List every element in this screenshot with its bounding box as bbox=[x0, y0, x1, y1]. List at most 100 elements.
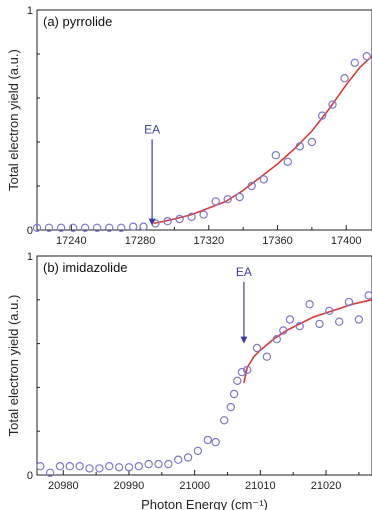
panel-b-x-tick-label-1: 20990 bbox=[114, 480, 145, 492]
panel-a-data-point-4 bbox=[80, 223, 90, 232]
panel-a-title: (a) pyrrolide bbox=[43, 14, 112, 29]
panel-b-data-point-14 bbox=[173, 455, 183, 464]
panel-b-y-tick-label-1: 1 bbox=[27, 251, 33, 263]
panel-b-ea-annotation: EA bbox=[236, 265, 252, 344]
panel-b-data-point-31 bbox=[305, 300, 314, 309]
panel-a-data-point-9 bbox=[139, 222, 148, 231]
panel-b-data-point-3 bbox=[65, 462, 75, 471]
panel-b-ticks: 20980 20990 21000 21010 21020 0 1 bbox=[27, 251, 360, 492]
panel-b-data-point-23 bbox=[237, 367, 247, 377]
panel-a-data-point-12 bbox=[175, 214, 184, 224]
panel-b-data-point-26 bbox=[262, 352, 272, 361]
panel-b-x-tick-label-2: 21000 bbox=[179, 480, 210, 492]
panel-a-data-point-28 bbox=[362, 52, 371, 61]
panel-a-x-tick-label-2: 17320 bbox=[193, 235, 224, 247]
panel-a-data-point-17 bbox=[235, 192, 244, 202]
panel-a-data-point-15 bbox=[211, 197, 220, 206]
panel-b-ea-arrowhead bbox=[240, 336, 248, 344]
panel-b-data-point-12 bbox=[154, 459, 163, 469]
panel-a-data-point-3 bbox=[68, 223, 78, 232]
panel-a-data-point-27 bbox=[350, 58, 359, 68]
panel-a-data-point-23 bbox=[307, 137, 317, 147]
panel-b-y-axis-label: Total electron yield (a.u.) bbox=[6, 295, 21, 437]
panel-b-data-point-7 bbox=[105, 462, 114, 471]
panel-b-data-point-36 bbox=[354, 315, 364, 324]
panel-a-data-point-26 bbox=[340, 73, 349, 83]
panel-b-data-point-30 bbox=[295, 321, 304, 331]
panel-b-frame bbox=[36, 255, 372, 476]
panel-a-x-tick-label-4: 17400 bbox=[331, 235, 362, 247]
panel-a-data-point-2 bbox=[56, 223, 66, 232]
panel-b-data-point-24 bbox=[242, 365, 252, 375]
panel-b-data-point-22 bbox=[233, 376, 242, 385]
panel-a-fit-curve bbox=[153, 55, 372, 225]
panel-b-data-point-0 bbox=[36, 462, 45, 471]
panel-b-data-point-20 bbox=[226, 402, 235, 412]
panel-a-data-point-25 bbox=[328, 100, 337, 109]
panel-b-data-point-13 bbox=[164, 459, 173, 469]
panel-a-data-point-21 bbox=[283, 157, 292, 166]
panel-a-data-point-16 bbox=[223, 194, 232, 204]
panel-a-x-tick-label-3: 17360 bbox=[262, 235, 293, 247]
panel-a-y-tick-label-1: 1 bbox=[27, 5, 33, 17]
panel-a-data-point-18 bbox=[247, 181, 256, 191]
panel-b-data-point-37 bbox=[364, 291, 372, 300]
panel-a-x-tick-label-0: 17240 bbox=[56, 235, 87, 247]
panel-a-data-point-8 bbox=[128, 222, 138, 231]
panel-a-data-point-24 bbox=[318, 111, 327, 120]
panel-b-x-tick-label-3: 21010 bbox=[245, 480, 276, 492]
panel-a-ea-label: EA bbox=[144, 122, 160, 136]
panel-b-data-point-35 bbox=[344, 297, 354, 307]
panel-a-y-tick-label-0: 0 bbox=[27, 225, 33, 237]
panel-b-x-tick-label-0: 20980 bbox=[48, 480, 79, 492]
panel-a-y-axis-label: Total electron yield (a.u.) bbox=[6, 49, 21, 191]
panel-a-data-point-22 bbox=[295, 142, 304, 151]
panel-b-data-point-10 bbox=[134, 462, 143, 471]
panel-b-data-point-15 bbox=[183, 453, 193, 462]
panel-a-frame bbox=[36, 9, 372, 231]
panel-b: (b) imidazolide Total electron yield (a.… bbox=[6, 251, 372, 510]
panel-b-data-point-17 bbox=[203, 435, 212, 445]
panel-b-x-tick-label-4: 21020 bbox=[311, 480, 342, 492]
panel-b-data-point-5 bbox=[85, 464, 94, 473]
panel-b-data-point-19 bbox=[219, 416, 229, 425]
panel-a-data-point-13 bbox=[187, 212, 196, 221]
panel-a-data-point-14 bbox=[199, 210, 208, 219]
panel-b-data-point-25 bbox=[252, 343, 262, 353]
panel-a: (a) pyrrolide Total electron yield (a.u.… bbox=[6, 5, 372, 247]
panel-b-data-point-16 bbox=[193, 446, 203, 456]
panel-b-y-tick-label-0: 0 bbox=[27, 470, 33, 482]
panel-b-data-point-32 bbox=[315, 319, 324, 329]
panel-b-data-point-28 bbox=[279, 326, 288, 335]
panel-a-data-points bbox=[32, 52, 371, 232]
panel-a-data-point-6 bbox=[104, 223, 114, 232]
panel-b-data-point-29 bbox=[285, 315, 295, 324]
panel-b-data-point-18 bbox=[211, 437, 220, 447]
panel-a-ticks: 17240 17280 17320 17360 17400 0 1 bbox=[27, 5, 362, 247]
panel-b-data-point-6 bbox=[95, 464, 104, 473]
panel-b-title: (b) imidazolide bbox=[43, 260, 128, 275]
panel-a-data-point-19 bbox=[259, 175, 268, 184]
panel-b-fit-curve bbox=[243, 299, 372, 384]
panel-a-data-point-11 bbox=[163, 216, 172, 226]
panel-b-data-point-27 bbox=[272, 335, 281, 344]
panel-b-x-axis-label: Photon Energy (cm⁻¹) bbox=[141, 497, 268, 510]
panel-a-data-point-1 bbox=[44, 223, 54, 232]
panel-a-x-tick-label-1: 17280 bbox=[125, 235, 156, 247]
panel-b-data-points bbox=[36, 291, 372, 477]
panel-b-data-point-21 bbox=[229, 389, 239, 399]
panel-b-data-point-2 bbox=[55, 462, 65, 471]
panel-a-data-point-7 bbox=[116, 223, 126, 232]
panel-a-data-point-5 bbox=[92, 223, 102, 232]
panel-a-data-point-0 bbox=[32, 223, 42, 232]
panel-a-ea-arrowhead bbox=[148, 218, 156, 226]
panel-b-data-point-4 bbox=[75, 462, 84, 471]
panel-b-data-point-9 bbox=[124, 463, 134, 472]
panel-b-data-point-33 bbox=[325, 306, 334, 315]
panel-b-data-point-34 bbox=[335, 317, 344, 326]
panel-a-data-point-20 bbox=[271, 150, 280, 160]
panel-b-data-point-1 bbox=[45, 468, 55, 477]
panel-a-ea-annotation: EA bbox=[144, 122, 160, 226]
panel-b-data-point-11 bbox=[144, 459, 153, 469]
